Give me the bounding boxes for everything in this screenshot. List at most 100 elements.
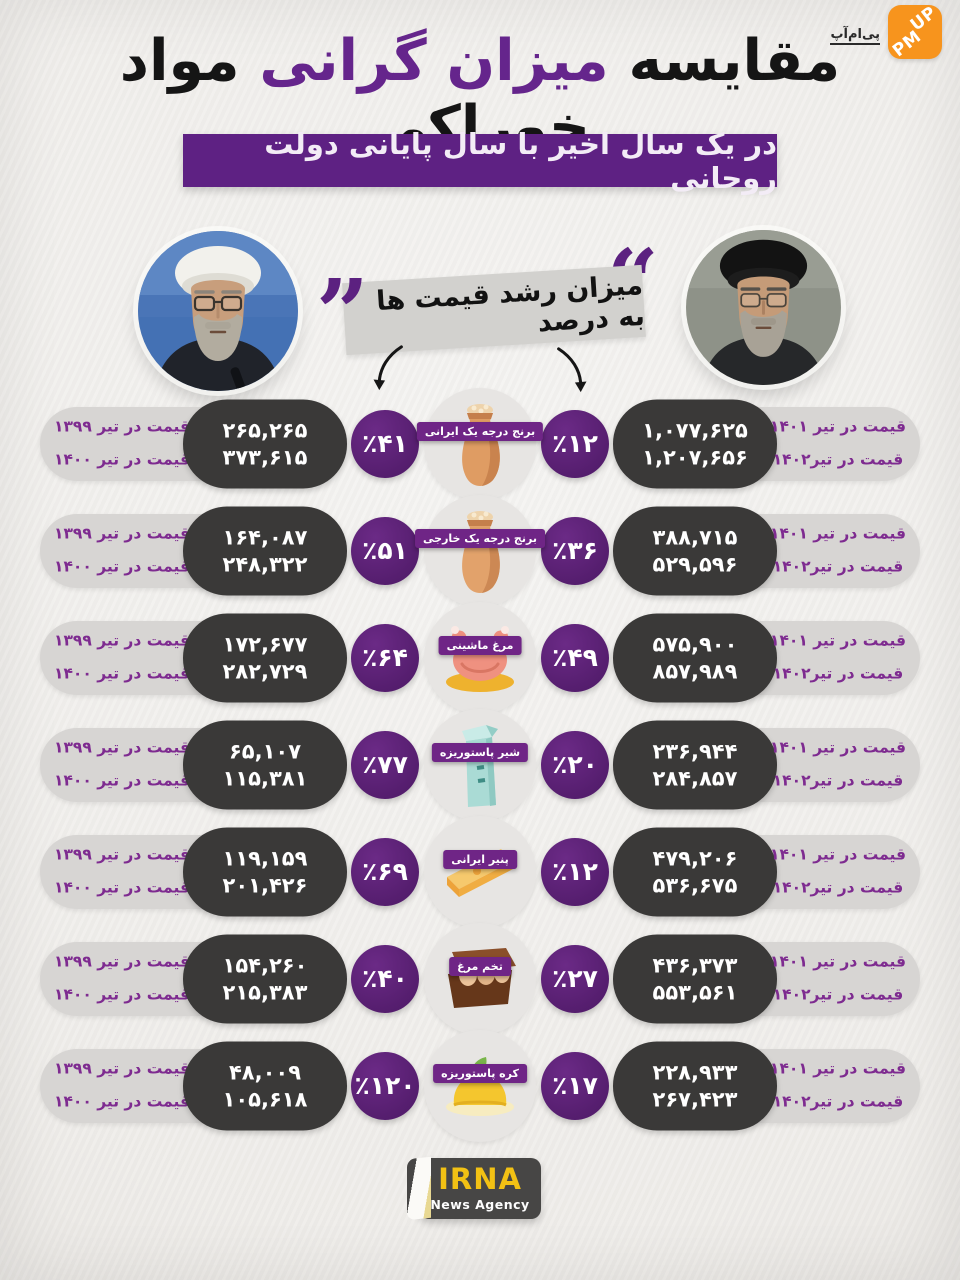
food-item: شیر پاستوریزه [424,708,536,821]
irna-logo-fold [407,1156,431,1221]
subtitle-banner: در یک سال اخیر با سال پایانی دولت روحانی [183,127,777,195]
price-pill: ۱۶۴,۰۸۷ ۲۴۸,۳۲۲ [183,506,347,595]
row-milk: قیمت در تیر ۱۳۹۹ قیمت در تیر ۱۴۰۰ ۶۵,۱۰۷… [40,708,920,821]
label-tir-1402: قیمت در تیر۱۴۰۲ [772,985,904,1004]
pmup-caption: پی‌ام‌آپ [830,27,880,45]
raisi-era-capsule: ۴۳۶,۳۷۳ ۵۵۳,۵۶۱ قیمت در تیر ۱۴۰۱ قیمت در… [613,934,920,1023]
price-1400: ۲۱۵,۳۸۳ [222,980,308,1004]
row-cheese: قیمت در تیر ۱۳۹۹ قیمت در تیر ۱۴۰۰ ۱۱۹,۱۵… [40,815,920,928]
price-1402: ۵۳۶,۶۷۵ [652,873,738,897]
price-pill: ۴۷۹,۲۰۶ ۵۳۶,۶۷۵ [613,827,777,916]
food-item: تخم مرغ [424,922,536,1035]
growth-pct-rouhani: ٪۴۱ [351,409,419,478]
price-1400: ۲۸۲,۷۲۹ [222,659,308,683]
growth-pct-raisi: ٪۲۰ [541,730,609,799]
label-tir-1401: قیمت در تیر ۱۴۰۱ [770,845,906,864]
food-item-label: مرغ ماشینی [438,635,522,655]
price-1400: ۳۷۳,۶۱۵ [222,445,308,469]
label-tir-1401: قیمت در تیر ۱۴۰۱ [770,1059,906,1078]
growth-pct-rouhani: ٪۶۹ [351,837,419,906]
row-iranian-rice: قیمت در تیر ۱۳۹۹ قیمت در تیر ۱۴۰۰ ۲۶۵,۲۶… [40,387,920,500]
milk-carton-icon [462,724,498,807]
irna-logo: IRNA News Agency [407,1156,541,1221]
price-1399: ۴۸,۰۰۹ [228,1060,302,1084]
price-year-labels: قیمت در تیر ۱۴۰۱ قیمت در تیر۱۴۰۲ [770,1052,906,1119]
raisi-portrait-image [686,230,841,385]
raisi-era-capsule: ۴۷۹,۲۰۶ ۵۳۶,۶۷۵ قیمت در تیر ۱۴۰۱ قیمت در… [613,827,920,916]
price-1399: ۶۵,۱۰۷ [228,739,302,763]
price-pill: ۴۸,۰۰۹ ۱۰۵,۶۱۸ [183,1041,347,1130]
price-1402: ۸۵۷,۹۸۹ [652,659,738,683]
price-1400: ۲۰۱,۴۲۶ [222,873,308,897]
growth-pct-rouhani: ٪۴۰ [351,944,419,1013]
rouhani-era-capsule: قیمت در تیر ۱۳۹۹ قیمت در تیر ۱۴۰۰ ۴۸,۰۰۹… [40,1041,347,1130]
food-item-label: برنج درجه یک خارجی [415,528,545,548]
price-1401: ۵۷۵,۹۰۰ [652,632,738,656]
rouhani-era-capsule: قیمت در تیر ۱۳۹۹ قیمت در تیر ۱۴۰۰ ۱۶۴,۰۸… [40,506,347,595]
rouhani-era-capsule: قیمت در تیر ۱۳۹۹ قیمت در تیر ۱۴۰۰ ۶۵,۱۰۷… [40,720,347,809]
right-arrow-icon [557,347,587,393]
price-1401: ۱,۰۷۷,۶۲۵ [642,418,748,442]
growth-pct-raisi: ٪۱۷ [541,1051,609,1120]
price-1401: ۴۷۹,۲۰۶ [652,846,738,870]
rice-sack-icon [462,510,500,593]
label-tir-1400: قیمت در تیر ۱۴۰۰ [54,771,190,790]
label-tir-1400: قیمت در تیر ۱۴۰۰ [54,878,190,897]
price-1399: ۱۷۲,۶۷۷ [222,632,308,656]
egg-box-icon [448,947,516,1008]
price-1399: ۲۶۵,۲۶۵ [222,418,308,442]
growth-pct-rouhani: ٪۶۴ [351,623,419,692]
rice-sack-icon [462,403,500,486]
growth-pct-raisi: ٪۲۷ [541,944,609,1013]
label-tir-1401: قیمت در تیر ۱۴۰۱ [770,524,906,543]
rouhani-era-capsule: قیمت در تیر ۱۳۹۹ قیمت در تیر ۱۴۰۰ ۱۷۲,۶۷… [40,613,347,702]
label-tir-1399: قیمت در تیر ۱۳۹۹ [54,631,190,650]
growth-pct-rouhani: ٪۷۷ [351,730,419,799]
price-year-labels: قیمت در تیر ۱۴۰۱ قیمت در تیر۱۴۰۲ [770,838,906,905]
price-pill: ۲۶۵,۲۶۵ ۳۷۳,۶۱۵ [183,399,347,488]
raisi-portrait [686,230,841,385]
raisi-era-capsule: ۳۸۸,۷۱۵ ۵۲۹,۵۹۶ قیمت در تیر ۱۴۰۱ قیمت در… [613,506,920,595]
rouhani-era-capsule: قیمت در تیر ۱۳۹۹ قیمت در تیر ۱۴۰۰ ۲۶۵,۲۶… [40,399,347,488]
food-item: پنیر ایرانی [424,815,536,928]
price-1401: ۳۸۸,۷۱۵ [652,525,738,549]
label-tir-1402: قیمت در تیر۱۴۰۲ [772,450,904,469]
price-year-labels: قیمت در تیر ۱۳۹۹ قیمت در تیر ۱۴۰۰ [54,1052,190,1119]
row-foreign-rice: قیمت در تیر ۱۳۹۹ قیمت در تیر ۱۴۰۰ ۱۶۴,۰۸… [40,494,920,607]
food-item-label: کره پاستوریزه [433,1063,527,1083]
price-1401: ۲۳۶,۹۴۴ [652,739,738,763]
label-tir-1399: قیمت در تیر ۱۳۹۹ [54,738,190,757]
label-tir-1401: قیمت در تیر ۱۴۰۱ [770,631,906,650]
rouhani-portrait-image [138,231,298,391]
price-1402: ۲۶۷,۴۲۳ [652,1087,738,1111]
label-tir-1401: قیمت در تیر ۱۴۰۱ [770,417,906,436]
price-pill: ۶۵,۱۰۷ ۱۱۵,۳۸۱ [183,720,347,809]
food-item-label: پنیر ایرانی [443,849,517,869]
label-tir-1402: قیمت در تیر۱۴۰۲ [772,1092,904,1111]
food-item: مرغ ماشینی [424,601,536,714]
price-pill: ۲۲۸,۹۳۳ ۲۶۷,۴۲۳ [613,1041,777,1130]
chicken-icon [446,625,514,692]
food-item-label: شیر پاستوریزه [431,742,529,762]
price-1399: ۱۶۴,۰۸۷ [222,525,308,549]
price-year-labels: قیمت در تیر ۱۴۰۱ قیمت در تیر۱۴۰۲ [770,517,906,584]
label-tir-1399: قیمت در تیر ۱۳۹۹ [54,524,190,543]
price-pill: ۵۷۵,۹۰۰ ۸۵۷,۹۸۹ [613,613,777,702]
raisi-era-capsule: ۵۷۵,۹۰۰ ۸۵۷,۹۸۹ قیمت در تیر ۱۴۰۱ قیمت در… [613,613,920,702]
rouhani-portrait [138,231,298,391]
quote-banner: میزان رشد قیمت ها به درصد [342,264,646,356]
left-arrow-icon [373,345,403,391]
row-butter: قیمت در تیر ۱۳۹۹ قیمت در تیر ۱۴۰۰ ۴۸,۰۰۹… [40,1029,920,1142]
price-year-labels: قیمت در تیر ۱۳۹۹ قیمت در تیر ۱۴۰۰ [54,945,190,1012]
label-tir-1402: قیمت در تیر۱۴۰۲ [772,771,904,790]
price-year-labels: قیمت در تیر ۱۳۹۹ قیمت در تیر ۱۴۰۰ [54,838,190,905]
price-year-labels: قیمت در تیر ۱۴۰۱ قیمت در تیر۱۴۰۲ [770,731,906,798]
food-item: برنج درجه یک خارجی [415,494,545,607]
price-1402: ۵۲۹,۵۹۶ [652,552,738,576]
price-pill: ۲۳۶,۹۴۴ ۲۸۴,۸۵۷ [613,720,777,809]
price-pill: ۱,۰۷۷,۶۲۵ ۱,۲۰۷,۶۵۶ [613,399,777,488]
label-tir-1399: قیمت در تیر ۱۳۹۹ [54,952,190,971]
label-tir-1399: قیمت در تیر ۱۳۹۹ [54,845,190,864]
label-tir-1400: قیمت در تیر ۱۴۰۰ [54,450,190,469]
